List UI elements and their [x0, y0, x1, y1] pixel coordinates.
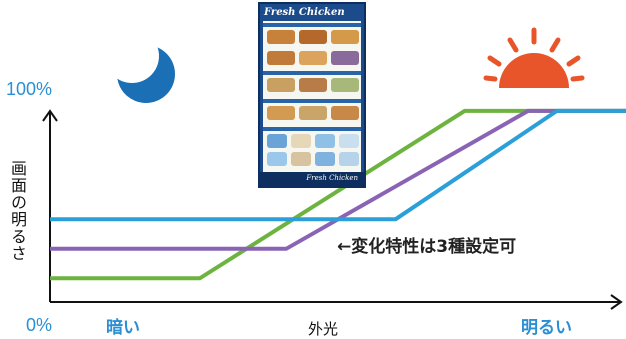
x-axis-title: 外光 — [308, 320, 339, 338]
series-line-3 — [50, 108, 626, 222]
x-axis-dark-label: 暗い — [106, 318, 140, 338]
y-axis-title: 画面の明るさ — [8, 160, 27, 262]
axes — [42, 109, 623, 310]
poster-item — [267, 51, 295, 65]
poster-item — [299, 51, 327, 65]
poster-section-bar — [263, 127, 361, 131]
x-axis-bright-label: 明るい — [521, 318, 572, 338]
y-axis-bottom-label: 0% — [26, 315, 53, 335]
x-axis-arrow — [610, 294, 623, 310]
poster-item — [331, 106, 359, 120]
moon-icon — [105, 29, 175, 103]
poster-item — [267, 134, 287, 148]
poster-item — [291, 134, 311, 148]
poster-item — [267, 152, 287, 166]
poster-footer: Fresh Chicken — [260, 172, 364, 186]
poster-item — [267, 78, 295, 92]
poster-body — [263, 21, 361, 179]
y-axis-arrow — [42, 109, 58, 122]
poster-item — [299, 78, 327, 92]
y-axis-top-label: 100% — [6, 79, 53, 99]
poster-item — [267, 30, 295, 44]
series-layer — [50, 108, 626, 281]
poster-item — [331, 78, 359, 92]
poster-item — [331, 51, 359, 65]
sun-icon — [483, 27, 585, 88]
poster-item — [315, 134, 335, 148]
poster-item — [331, 30, 359, 44]
poster-section-bar — [263, 99, 361, 103]
poster-item — [339, 152, 359, 166]
poster-title: Fresh Chicken — [264, 7, 345, 18]
annotation-note: ←変化特性は3種設定可 — [337, 237, 517, 257]
poster-section-bar — [263, 71, 361, 75]
menu-poster: Fresh Chicken Fresh Chicken — [258, 2, 366, 188]
poster-item — [339, 134, 359, 148]
poster-item — [299, 30, 327, 44]
poster-section-bar — [263, 23, 361, 27]
poster-item — [267, 106, 295, 120]
poster-item — [291, 152, 311, 166]
poster-item — [315, 152, 335, 166]
poster-item — [299, 106, 327, 120]
